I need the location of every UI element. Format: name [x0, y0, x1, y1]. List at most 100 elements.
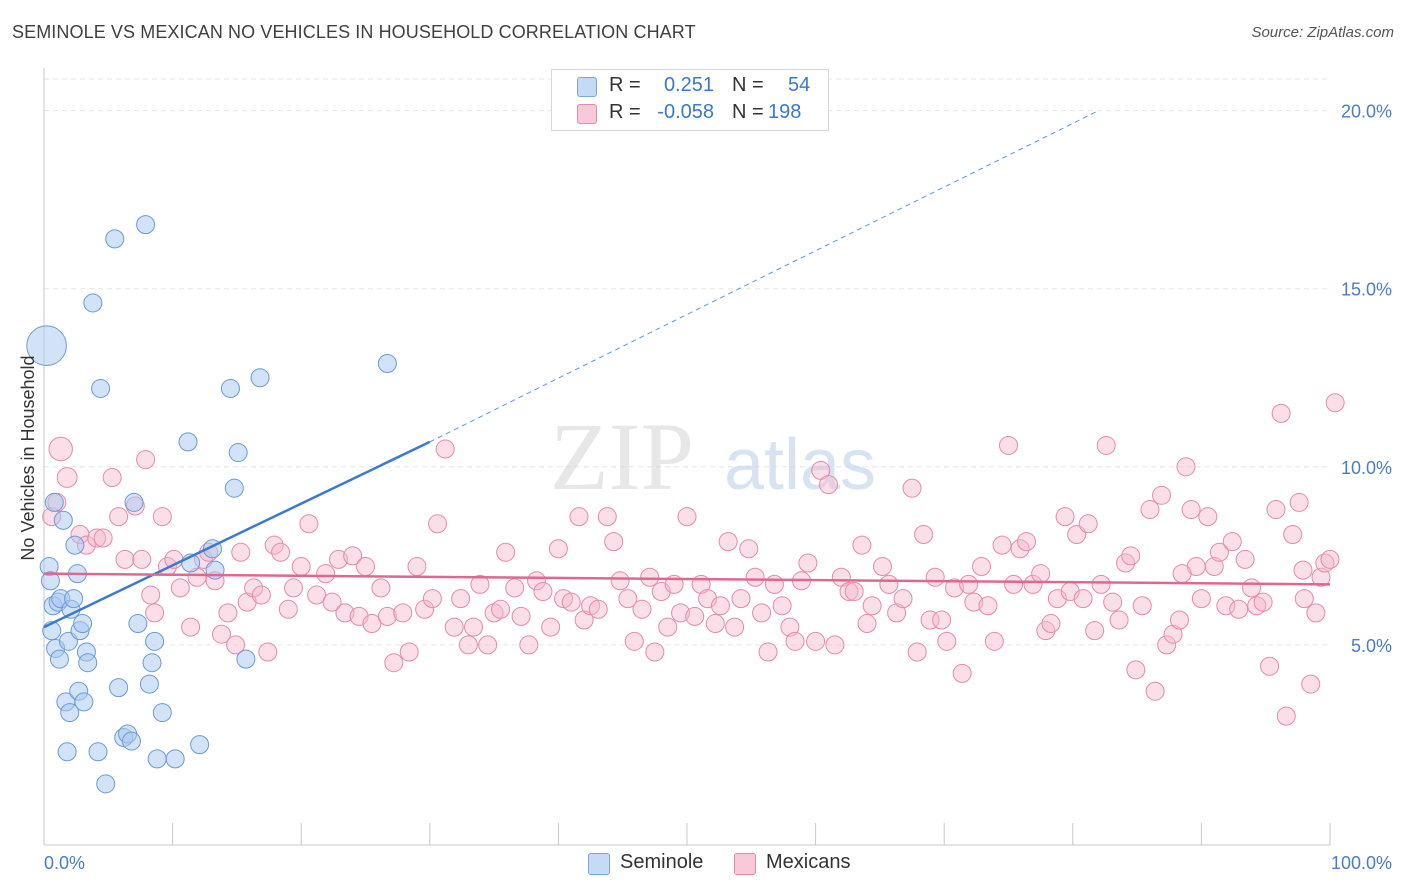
mexicans-point — [371, 578, 391, 598]
mexicans-point — [925, 567, 945, 587]
mexicans-point — [574, 610, 594, 630]
mexicans-point — [745, 567, 765, 587]
seminole-point — [96, 774, 116, 794]
mexicans-point — [343, 546, 363, 566]
mexicans-point — [907, 642, 927, 662]
mexicans-point — [1283, 524, 1303, 544]
mexicans-point — [422, 589, 442, 609]
mexicans-point — [1121, 546, 1141, 566]
y-tick-label: 10.0% — [1341, 458, 1392, 478]
mexicans-point — [914, 524, 934, 544]
mexicans-point — [658, 617, 678, 637]
mexicans-point — [852, 535, 872, 555]
mexicans-point — [1294, 589, 1314, 609]
mexicans-point — [322, 592, 342, 612]
seminole-swatch — [588, 853, 610, 875]
mexicans-point — [705, 614, 725, 634]
r-value: -0.058 — [657, 101, 714, 123]
seminole-point — [49, 649, 69, 669]
mexicans-point — [170, 578, 190, 598]
seminole-point — [91, 378, 111, 398]
legend-row-seminole: R = 0.251 N = 54 — [552, 74, 828, 100]
seminole-point — [145, 631, 165, 651]
seminole-point — [40, 571, 60, 591]
mexicans-point — [971, 557, 991, 577]
mexicans-point — [640, 567, 660, 587]
mexicans-point — [618, 589, 638, 609]
mexicans-point — [244, 578, 264, 598]
seminole-point — [83, 293, 103, 313]
mexicans-label: Mexicans — [766, 851, 851, 873]
mexicans-point — [1004, 574, 1024, 594]
mexicans-point — [458, 635, 478, 655]
seminole-point — [73, 614, 93, 634]
seminole-point — [53, 510, 73, 530]
mexicans-point — [307, 585, 327, 605]
seminole-point — [220, 378, 240, 398]
mexicans-point — [1010, 539, 1030, 559]
seminole-point — [224, 478, 244, 498]
mexicans-point — [1235, 549, 1255, 569]
seminole-point — [26, 325, 67, 367]
mexicans-point — [1078, 514, 1098, 534]
mexicans-point — [435, 439, 455, 459]
mexicans-point — [1315, 553, 1335, 573]
seminole-point — [377, 354, 397, 374]
mexicans-point — [645, 642, 665, 662]
x-tick-label: 100.0% — [1331, 853, 1392, 873]
mexicans-point — [299, 514, 319, 534]
mexicans-point — [484, 603, 504, 623]
mexicans-point — [335, 603, 355, 623]
mexicans-point — [519, 635, 539, 655]
y-tick-label: 15.0% — [1341, 280, 1392, 300]
seminole-point — [74, 692, 94, 712]
mexicans-point — [959, 574, 979, 594]
mexicans-point — [1320, 549, 1340, 569]
mexicans-point — [132, 549, 152, 569]
mexicans-point — [1017, 532, 1037, 552]
mexicans-point — [785, 631, 805, 651]
mexicans-point — [1301, 674, 1321, 694]
mexicans-point — [316, 564, 336, 584]
mexicans-point — [999, 435, 1018, 455]
mexicans-point — [604, 532, 624, 552]
mexicans-point — [1181, 500, 1201, 520]
mexicans-point — [561, 592, 581, 612]
seminole-point — [88, 742, 108, 762]
seminole-point — [64, 589, 84, 609]
mexicans-point — [478, 635, 498, 655]
mexicans-point — [533, 581, 553, 601]
seminole-trend-line — [43, 440, 431, 629]
mexicans-point — [283, 578, 303, 598]
mexicans-point — [56, 467, 78, 488]
seminole-label: Seminole — [620, 851, 704, 873]
mexicans-point — [1247, 596, 1267, 616]
mexicans-point — [718, 532, 738, 552]
mexicans-point — [211, 624, 231, 644]
seminole-point — [152, 703, 172, 723]
mexicans-point — [806, 631, 826, 651]
mexicans-point — [115, 549, 135, 569]
mexicans-point — [1289, 492, 1309, 512]
mexicans-point — [879, 574, 899, 594]
watermark-atlas: atlas — [724, 425, 876, 505]
seminole-point — [236, 649, 256, 669]
mexicans-point — [102, 467, 122, 487]
seminole-point — [57, 742, 77, 762]
mexicans-point — [825, 635, 845, 655]
seminole-point — [147, 749, 167, 769]
mexicans-point — [393, 603, 413, 623]
mexicans-point — [109, 507, 129, 527]
mexicans-point — [328, 549, 348, 569]
mexicans-point — [1271, 403, 1291, 423]
mexicans-point — [1172, 564, 1192, 584]
mexicans-point — [1091, 574, 1111, 594]
mexicans-point — [48, 436, 73, 462]
mexicans-point — [181, 617, 201, 637]
mexicans-point — [1260, 656, 1280, 676]
stats-legend: R = 0.251 N = 54 R = -0.058 N = 198 — [551, 69, 829, 131]
mexicans-point — [399, 642, 419, 662]
y-tick-label: 5.0% — [1351, 636, 1392, 656]
watermark: ZIP atlas — [550, 403, 876, 510]
